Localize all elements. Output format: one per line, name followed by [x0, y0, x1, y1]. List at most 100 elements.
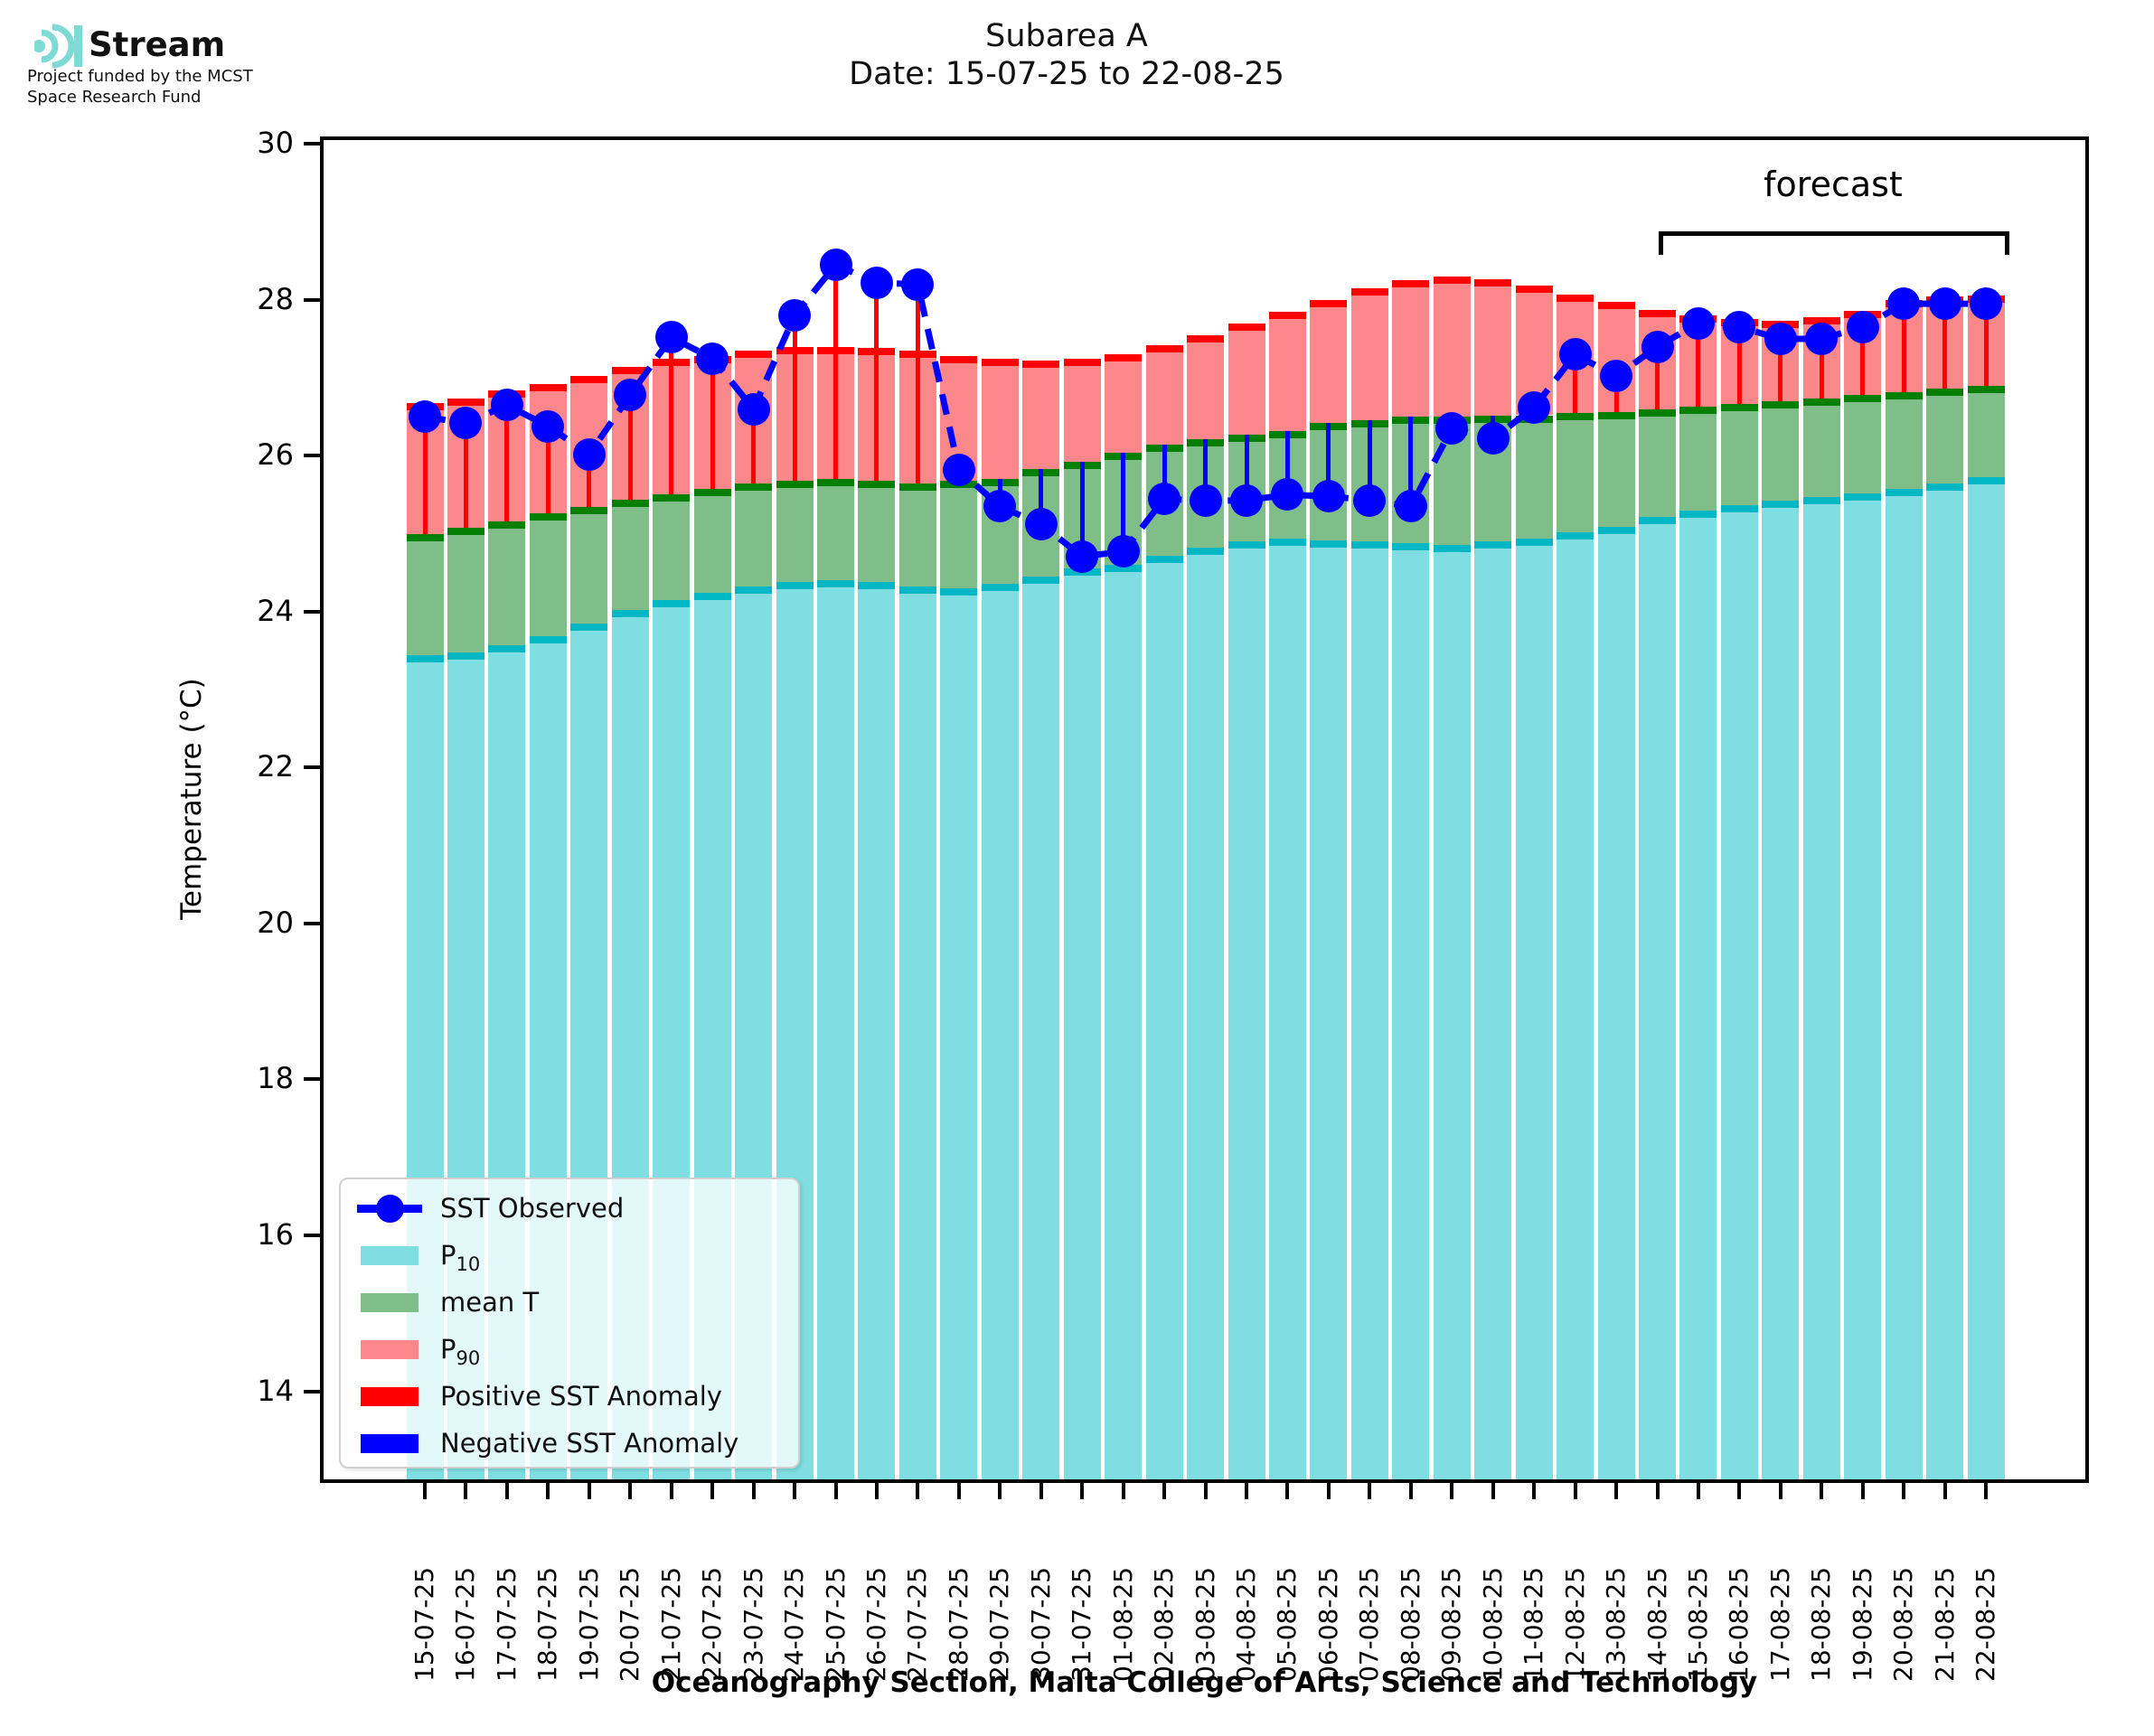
- plot-area: [324, 140, 2085, 1479]
- mean-bar-21-08-25: [1926, 389, 1964, 483]
- sst-observed-point-24-07-25: [778, 299, 812, 333]
- sst-observed-point-31-07-25: [1066, 540, 1099, 573]
- p10-bar-21-08-25: [1926, 483, 1964, 1479]
- x-tick-12-08-25: [1573, 1481, 1577, 1499]
- legend-item-sst-observed: SST Observed: [357, 1192, 782, 1228]
- y-tick-28: [304, 297, 324, 302]
- p10-bar-27-07-25: [898, 586, 936, 1479]
- negative-anomaly-05-08-25: [1284, 430, 1290, 495]
- mean-cap-25-07-25: [817, 479, 854, 487]
- x-tick-22-07-25: [710, 1481, 715, 1499]
- p10-cap-16-08-25: [1720, 504, 1758, 512]
- x-tick-17-07-25: [504, 1481, 509, 1499]
- mean-bar-24-07-25: [776, 480, 814, 583]
- mean-cap-15-07-25: [406, 533, 444, 541]
- x-tick-label-13-08-25: 13-08-25: [1601, 1566, 1632, 1682]
- y-tick-label-20: 20: [257, 905, 294, 940]
- x-tick-label-10-08-25: 10-08-25: [1477, 1566, 1508, 1682]
- mean-cap-21-08-25: [1926, 389, 1964, 397]
- p10-cap-10-08-25: [1474, 541, 1512, 549]
- x-tick-05-08-25: [1285, 1481, 1290, 1499]
- legend-item-p10: P10: [357, 1239, 782, 1275]
- x-tick-30-07-25: [1039, 1481, 1043, 1499]
- p10-bar-16-08-25: [1720, 504, 1758, 1479]
- x-tick-19-07-25: [587, 1481, 591, 1499]
- sst-observed-point-26-07-25: [860, 266, 893, 299]
- legend-label-negative-anomaly: Negative SST Anomaly: [440, 1428, 739, 1459]
- p10-cap-05-08-25: [1268, 538, 1306, 546]
- p90-bar-31-07-25: [1063, 359, 1101, 463]
- p10-bar-26-07-25: [858, 582, 896, 1479]
- x-tick-23-07-25: [751, 1481, 756, 1499]
- x-tick-25-07-25: [833, 1481, 838, 1499]
- mean-bar-13-08-25: [1597, 412, 1635, 527]
- mean-bar-28-07-25: [940, 480, 978, 588]
- x-tick-06-08-25: [1326, 1481, 1331, 1499]
- mean-cap-27-07-25: [898, 483, 936, 491]
- positive-anomaly-18-08-25: [1819, 338, 1824, 399]
- mean-bar-25-07-25: [817, 479, 854, 581]
- y-tick-label-14: 14: [257, 1373, 294, 1408]
- p10-cap-26-07-25: [858, 582, 896, 590]
- sst-observed-point-10-08-25: [1476, 422, 1510, 455]
- p10-cap-22-08-25: [1967, 476, 2005, 484]
- x-tick-20-07-25: [628, 1481, 633, 1499]
- p90-cap-12-08-25: [1557, 294, 1594, 302]
- y-tick-label-24: 24: [257, 593, 294, 628]
- legend-item-p90: P90: [357, 1333, 782, 1369]
- x-tick-label-19-07-25: 19-07-25: [573, 1566, 604, 1682]
- p10-bar-29-07-25: [981, 583, 1019, 1479]
- sst-observed-point-29-07-25: [983, 490, 1017, 523]
- x-tick-label-12-08-25: 12-08-25: [1559, 1566, 1590, 1682]
- p10-cap-04-08-25: [1227, 541, 1265, 549]
- p10-bar-17-08-25: [1762, 501, 1800, 1479]
- negative-anomaly-07-08-25: [1367, 419, 1372, 501]
- sst-observed-point-30-07-25: [1024, 508, 1058, 541]
- sst-observed-point-21-08-25: [1928, 287, 1961, 321]
- sst-observed-point-06-08-25: [1312, 480, 1345, 513]
- p10-cap-23-07-25: [735, 586, 773, 595]
- mean-bar-21-07-25: [653, 493, 691, 600]
- p90-bar-10-08-25: [1474, 278, 1512, 417]
- x-tick-label-20-07-25: 20-07-25: [615, 1566, 645, 1682]
- p10-cap-20-07-25: [611, 610, 649, 618]
- p90-cap-29-07-25: [981, 359, 1019, 367]
- y-tick-16: [304, 1233, 324, 1237]
- x-tick-16-07-25: [464, 1481, 468, 1499]
- p10-bar-30-07-25: [1022, 577, 1060, 1479]
- x-tick-21-07-25: [669, 1481, 673, 1499]
- y-tick-18: [304, 1077, 324, 1082]
- positive-anomaly-23-07-25: [751, 408, 757, 484]
- p90-cap-05-08-25: [1268, 311, 1306, 319]
- y-tick-30: [304, 142, 324, 146]
- p90-cap-20-07-25: [611, 367, 649, 375]
- p10-cap-14-08-25: [1639, 516, 1676, 524]
- p10-bar-19-08-25: [1844, 493, 1882, 1479]
- y-tick-label-28: 28: [257, 281, 294, 316]
- p10-swatch: [361, 1246, 419, 1265]
- p10-cap-22-07-25: [693, 593, 731, 601]
- p90-cap-01-08-25: [1105, 354, 1143, 362]
- p90-cap-30-07-25: [1022, 361, 1060, 369]
- p90-bar-09-08-25: [1433, 276, 1471, 418]
- p10-cap-18-08-25: [1802, 497, 1840, 505]
- legend-label-mean-t: mean T: [440, 1287, 540, 1318]
- p10-cap-13-08-25: [1597, 526, 1635, 534]
- p90-cap-06-08-25: [1310, 299, 1348, 307]
- negative-anomaly-02-08-25: [1162, 445, 1167, 499]
- negative-anomaly-31-07-25: [1079, 462, 1085, 557]
- sst-observed-point-11-08-25: [1518, 390, 1551, 424]
- x-tick-label-30-07-25: 30-07-25: [1025, 1566, 1056, 1682]
- p10-bar-31-07-25: [1063, 568, 1101, 1479]
- mean-bar-19-08-25: [1844, 395, 1882, 493]
- sst-observed-point-18-08-25: [1805, 322, 1839, 355]
- y-tick-label-16: 16: [257, 1216, 294, 1252]
- p10-bar-14-08-25: [1639, 516, 1676, 1479]
- x-tick-label-06-08-25: 06-08-25: [1312, 1566, 1343, 1682]
- x-tick-18-08-25: [1820, 1481, 1824, 1499]
- sst-observed-point-20-07-25: [614, 379, 647, 412]
- sst-observed-point-16-07-25: [449, 407, 483, 440]
- mean-cap-17-07-25: [488, 521, 526, 529]
- positive-anomaly-swatch: [361, 1387, 419, 1406]
- p90-cap-09-08-25: [1433, 276, 1471, 284]
